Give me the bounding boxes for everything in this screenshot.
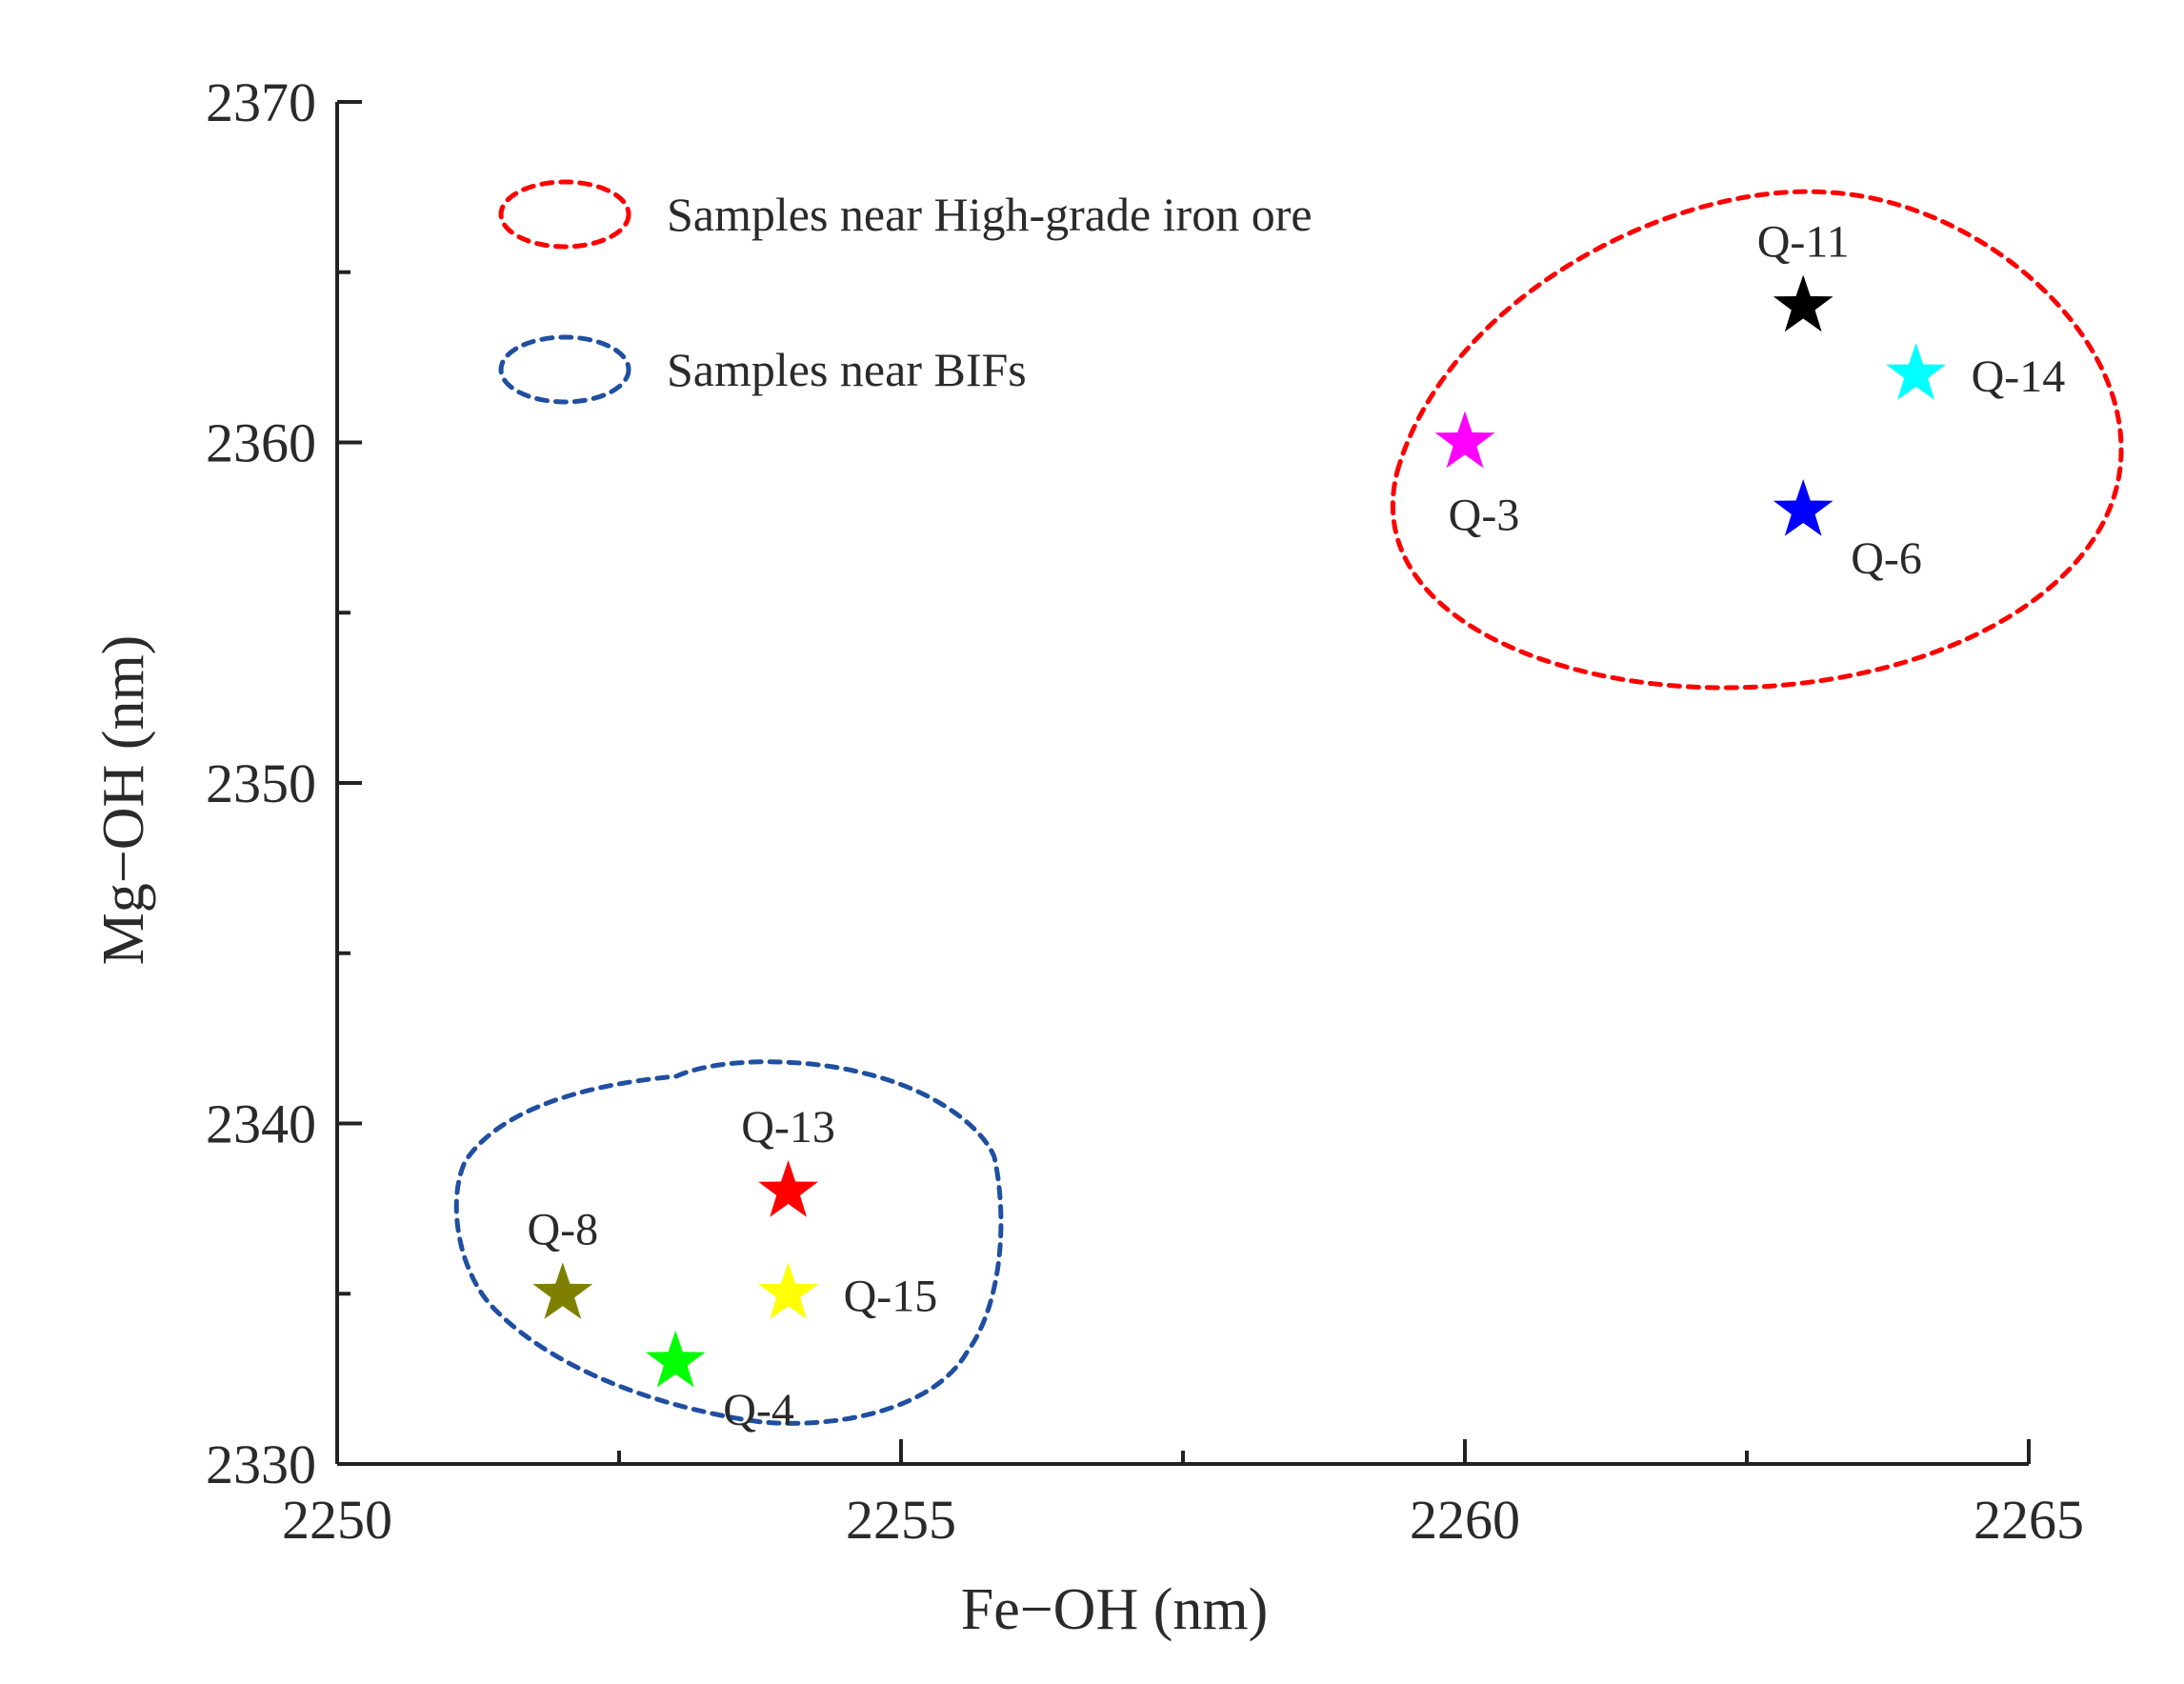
y-axis-title: Mg−OH (nm) (91, 635, 156, 966)
star-marker-q-13 (758, 1160, 818, 1217)
y-tick-label: 2330 (206, 1433, 316, 1495)
point-label-q-11: Q-11 (1757, 217, 1850, 268)
cluster-outlines (453, 189, 2124, 1426)
point-label-q-13: Q-13 (741, 1102, 835, 1153)
y-tick-label: 2350 (206, 752, 316, 814)
point-label-q-3: Q-3 (1449, 491, 1520, 541)
star-marker-q-11 (1773, 274, 1833, 332)
legend: Samples near High-grade iron ore Samples… (498, 179, 1312, 405)
legend-swatch-bifs (498, 334, 631, 405)
point-label-q-14: Q-14 (1972, 351, 2066, 402)
x-tick-label: 2260 (1410, 1489, 1520, 1551)
legend-label-bifs: Samples near BIFs (667, 343, 1027, 396)
star-marker-q-14 (1886, 343, 1946, 400)
star-marker-q-6 (1773, 479, 1833, 536)
y-ticks: 2330 2340 2350 2360 2370 (206, 71, 362, 1495)
legend-label-high-grade-iron-ore: Samples near High-grade iron ore (667, 188, 1312, 241)
data-points: Q-11 Q-14 Q-3 Q-6 Q-13 Q-8 Q-15 Q-4 (527, 217, 2065, 1435)
star-marker-q-4 (645, 1330, 706, 1388)
star-marker-q-8 (532, 1262, 593, 1319)
point-label-q-8: Q-8 (527, 1204, 598, 1254)
x-ticks: 2250 2255 2260 2265 (282, 1439, 2084, 1551)
cluster-outline-high-grade-iron-ore (1390, 189, 2124, 691)
point-label-q-4: Q-4 (723, 1385, 794, 1435)
point-label-q-15: Q-15 (844, 1271, 938, 1321)
axes: 2250 2255 2260 2265 2330 2340 2350 2360 2370 (206, 71, 2084, 1551)
x-tick-label: 2250 (282, 1489, 392, 1551)
x-tick-label: 2255 (846, 1489, 956, 1551)
cluster-outline-bifs (453, 1059, 1004, 1426)
point-label-q-6: Q-6 (1851, 533, 1922, 584)
y-tick-label: 2340 (206, 1093, 316, 1155)
star-marker-q-3 (1434, 411, 1495, 469)
legend-swatch-high-grade-iron-ore (498, 179, 631, 250)
x-axis-title: Fe−OH (nm) (961, 1577, 1269, 1642)
y-tick-label: 2370 (206, 71, 316, 133)
x-tick-label: 2265 (1974, 1489, 2084, 1551)
star-marker-q-15 (758, 1262, 818, 1319)
y-tick-label: 2360 (206, 412, 316, 474)
